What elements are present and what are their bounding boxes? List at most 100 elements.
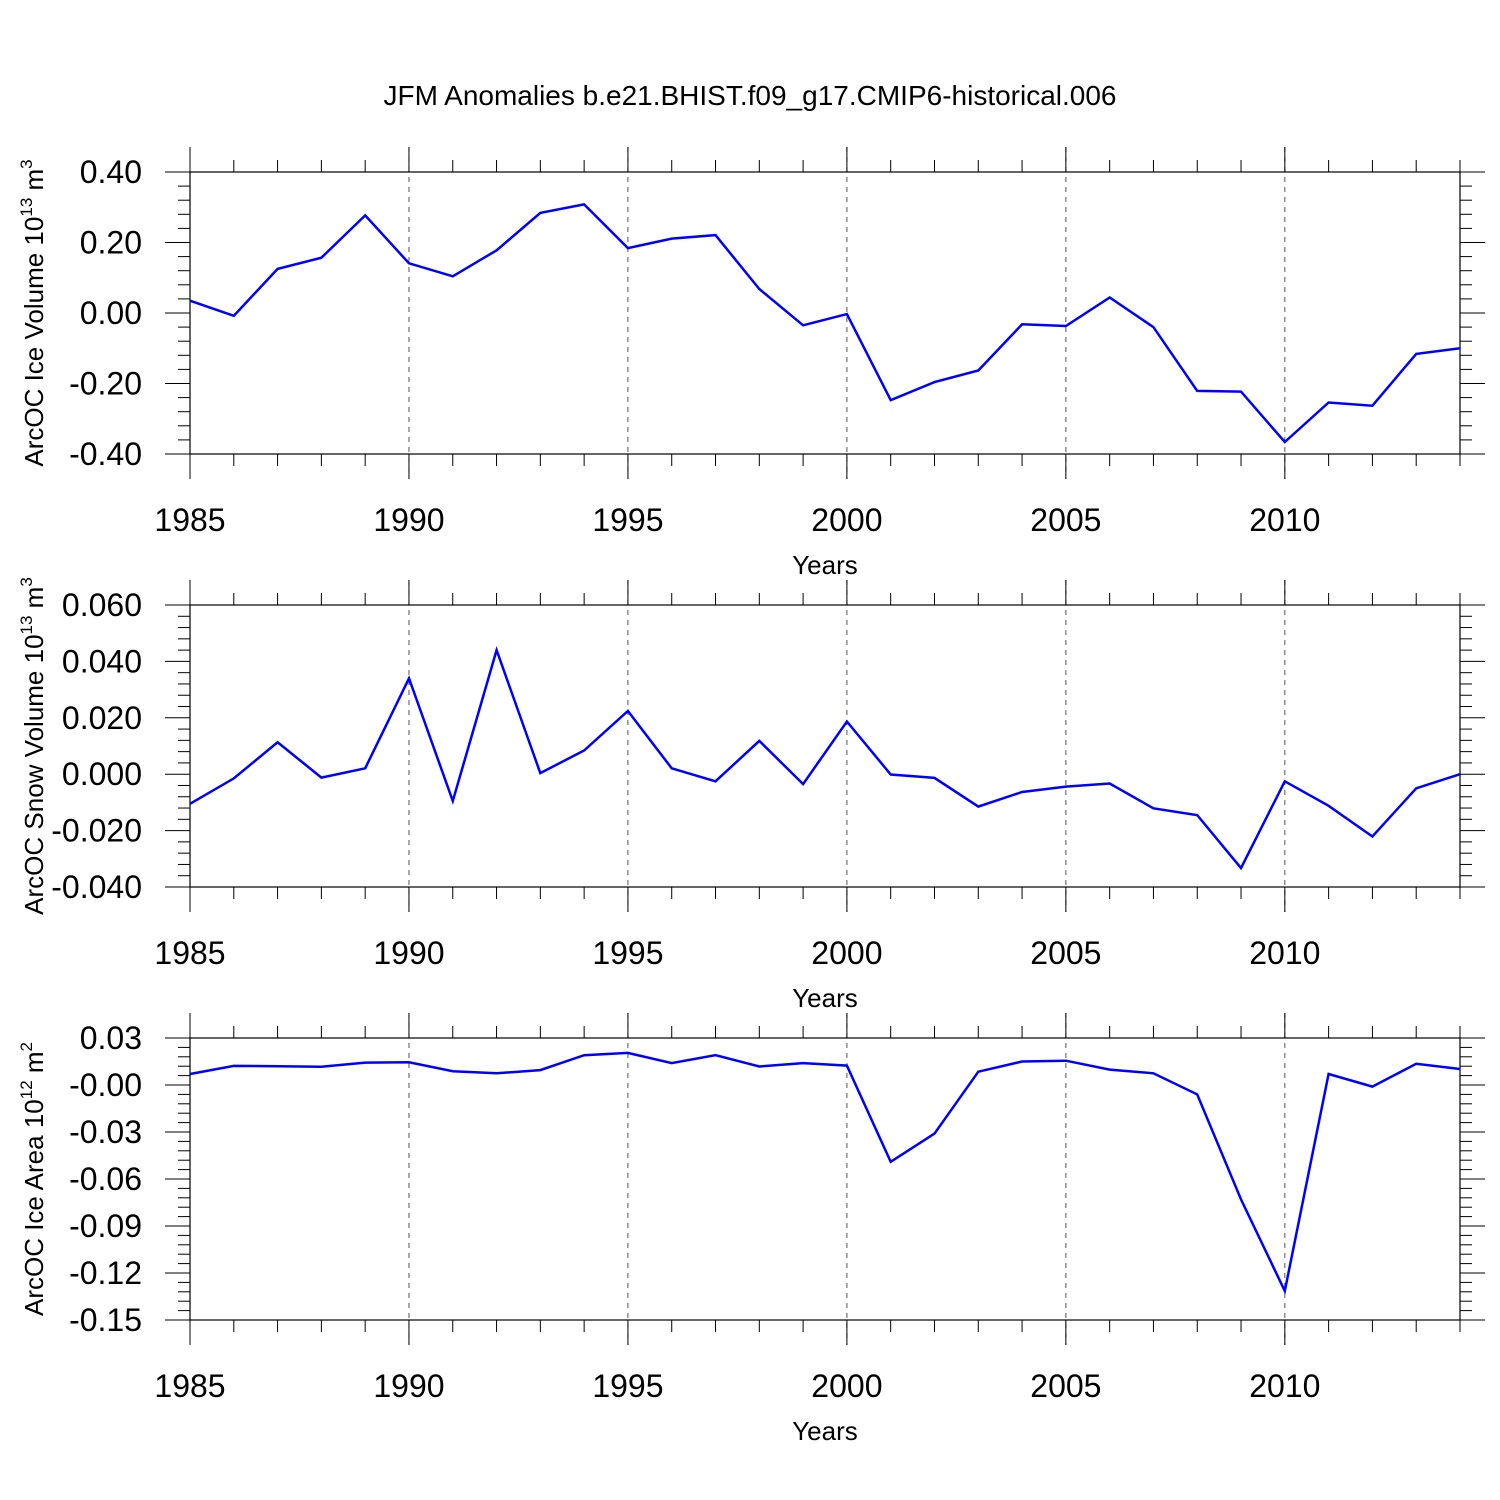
data-point: [539, 212, 541, 214]
data-point: [802, 324, 804, 326]
data-point: [276, 741, 278, 743]
data-point: [1240, 390, 1242, 392]
y-tick-label: 0.060: [62, 587, 142, 623]
data-point: [671, 1062, 673, 1064]
data-point: [889, 773, 891, 775]
x-tick-label: 2000: [811, 502, 882, 538]
y-axis-label-unit: m: [19, 169, 49, 198]
data-point: [714, 234, 716, 236]
y-axis-label-unit: m: [19, 587, 49, 616]
y-tick-label: 0.20: [80, 225, 142, 261]
data-point: [495, 249, 497, 251]
data-point: [495, 1072, 497, 1074]
y-tick-label: -0.00: [69, 1067, 142, 1103]
data-point: [1065, 785, 1067, 787]
data-point: [846, 313, 848, 315]
data-point: [627, 1052, 629, 1054]
data-point: [364, 1061, 366, 1063]
data-point: [276, 268, 278, 270]
y-axis-label-main: ArcOC Ice Area 10: [19, 1099, 49, 1316]
data-point: [714, 780, 716, 782]
data-point: [320, 1065, 322, 1067]
chart-panel-2: -0.040 -0.020 0.000 0.020 0.040 0.060 1985 1990…: [17, 577, 1485, 1013]
y-tick-label: 0.040: [62, 643, 142, 679]
x-tick-label: 2000: [811, 1368, 882, 1404]
chart-title: JFM Anomalies b.e21.BHIST.f09_g17.CMIP6-…: [383, 80, 1116, 111]
y-axis-label-unit: m: [19, 1051, 49, 1080]
data-point: [758, 288, 760, 290]
data-point: [1327, 805, 1329, 807]
x-tick-label: 1995: [592, 935, 663, 971]
data-point: [1108, 1068, 1110, 1070]
data-point: [1415, 1063, 1417, 1065]
x-tick-label: 2000: [811, 935, 882, 971]
x-tick-label: 1985: [154, 935, 225, 971]
data-point: [671, 237, 673, 239]
data-point: [1108, 782, 1110, 784]
x-axis-label: Years: [792, 1416, 858, 1446]
y-tick-label: 0.40: [80, 154, 142, 190]
data-point: [1415, 353, 1417, 355]
data-point: [889, 399, 891, 401]
x-tick-label: 1990: [373, 935, 444, 971]
data-point: [1108, 296, 1110, 298]
data-point: [408, 1061, 410, 1063]
data-point: [233, 777, 235, 779]
data-point: [1065, 1060, 1067, 1062]
y-tick-label: -0.40: [69, 436, 142, 472]
y-axis-label: ArcOC Snow Volume 1013 m3: [17, 577, 49, 915]
x-tick-label: 1985: [154, 502, 225, 538]
data-point: [627, 247, 629, 249]
data-point: [627, 710, 629, 712]
data-point: [846, 1064, 848, 1066]
y-axis-label-unit-exponent: 3: [17, 159, 36, 168]
data-point: [1459, 347, 1461, 349]
data-point: [452, 1070, 454, 1072]
data-point: [1284, 441, 1286, 443]
y-tick-label: -0.06: [69, 1161, 142, 1197]
data-point: [802, 1062, 804, 1064]
data-point: [189, 299, 191, 301]
data-point: [233, 1065, 235, 1067]
data-point: [495, 649, 497, 651]
data-point: [583, 203, 585, 205]
data-point: [320, 256, 322, 258]
data-point: [364, 767, 366, 769]
data-point: [189, 1073, 191, 1075]
data-point: [1021, 1060, 1023, 1062]
data-point: [276, 1065, 278, 1067]
data-point: [714, 1054, 716, 1056]
series-line: [189, 1051, 1461, 1295]
x-tick-label: 2005: [1030, 935, 1101, 971]
x-tick-label: 2005: [1030, 1368, 1101, 1404]
y-axis-label-exponent: 13: [17, 616, 36, 635]
x-tick-label: 1990: [373, 502, 444, 538]
y-axis-label-exponent: 12: [17, 1080, 36, 1099]
data-point: [408, 677, 410, 679]
data-point: [583, 1054, 585, 1056]
x-tick-label: 2010: [1249, 1368, 1320, 1404]
data-point: [758, 1065, 760, 1067]
data-point: [1284, 1290, 1286, 1292]
y-tick-label: 0.000: [62, 756, 142, 792]
data-point: [1152, 1072, 1154, 1074]
data-point: [933, 1132, 935, 1134]
x-tick-label: 1995: [592, 1368, 663, 1404]
data-point: [977, 1070, 979, 1072]
data-point: [1240, 867, 1242, 869]
data-point: [889, 1161, 891, 1163]
data-point: [539, 772, 541, 774]
y-axis-label-exponent: 13: [17, 198, 36, 217]
x-tick-label: 2010: [1249, 502, 1320, 538]
y-axis-label: ArcOC Ice Volume 1013 m3: [17, 159, 49, 466]
y-tick-label: -0.020: [51, 813, 142, 849]
series-line: [189, 203, 1461, 444]
data-point: [1240, 1198, 1242, 1200]
plot-frame: [189, 604, 1461, 888]
y-tick-label: -0.03: [69, 1114, 142, 1150]
y-tick-label: -0.12: [69, 1255, 142, 1291]
y-tick-label: 0.00: [80, 295, 142, 331]
data-point: [1371, 405, 1373, 407]
x-tick-label: 1990: [373, 1368, 444, 1404]
